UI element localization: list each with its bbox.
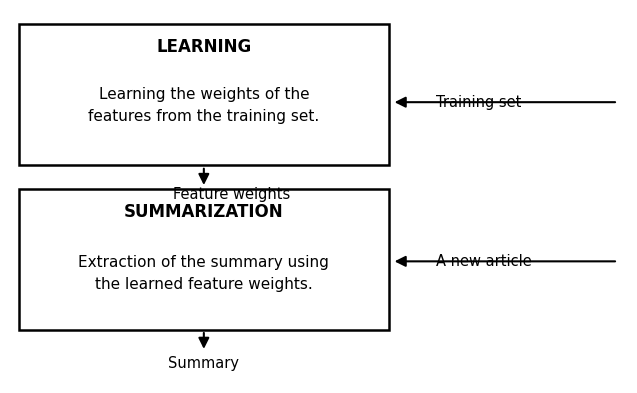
Text: Training set: Training set — [436, 95, 522, 110]
Text: A new article: A new article — [436, 254, 532, 269]
Text: Extraction of the summary using
the learned feature weights.: Extraction of the summary using the lear… — [78, 255, 329, 292]
Text: Summary: Summary — [168, 356, 240, 371]
Text: LEARNING: LEARNING — [156, 38, 252, 56]
FancyBboxPatch shape — [19, 24, 389, 165]
Text: Learning the weights of the
features from the training set.: Learning the weights of the features fro… — [88, 87, 320, 124]
Text: SUMMARIZATION: SUMMARIZATION — [124, 203, 283, 221]
FancyBboxPatch shape — [19, 189, 389, 330]
Text: Feature weights: Feature weights — [173, 187, 290, 202]
